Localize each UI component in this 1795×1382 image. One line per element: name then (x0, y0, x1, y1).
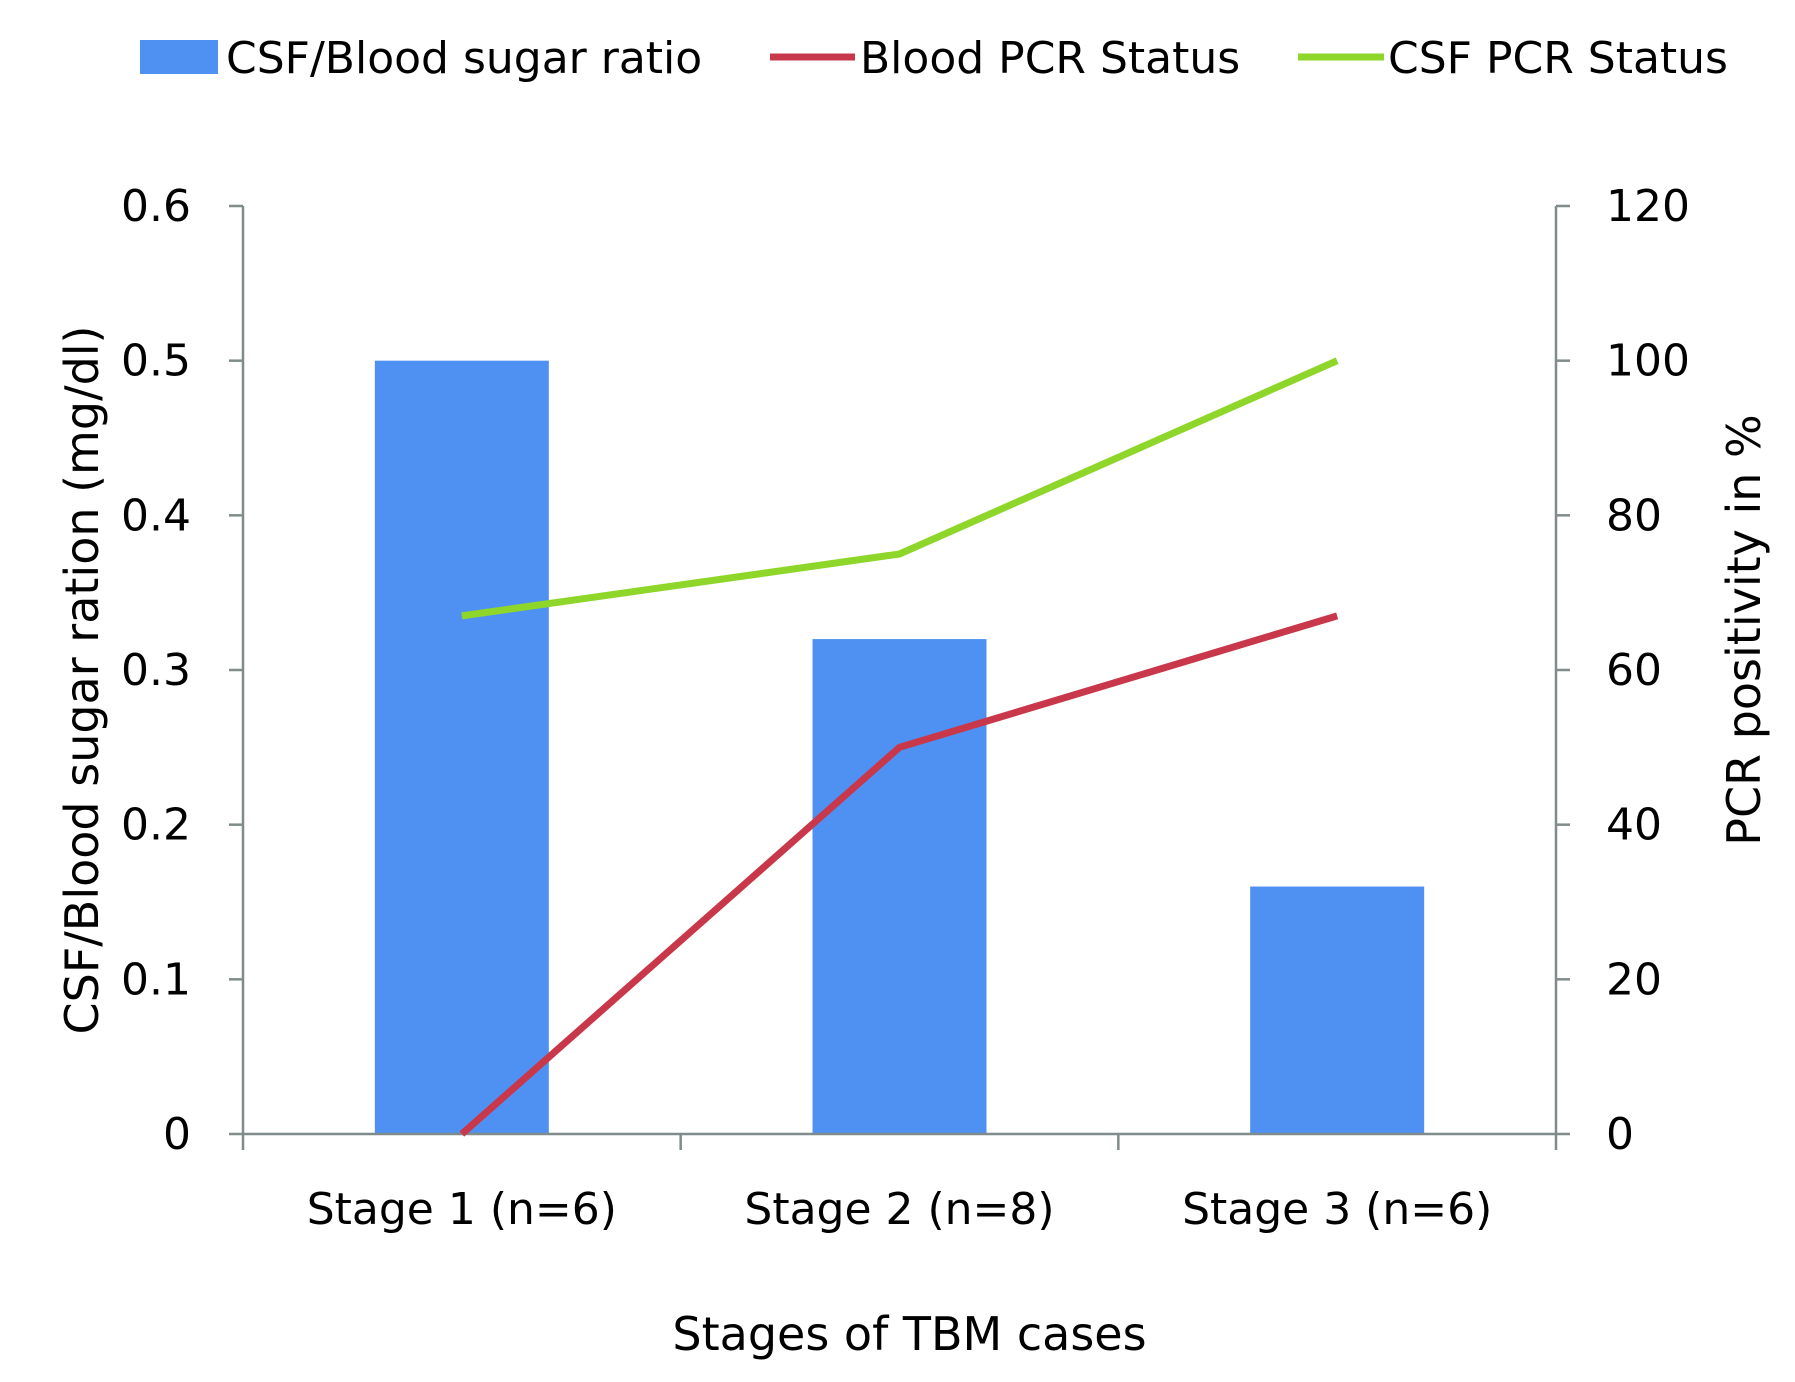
bar-2 (812, 639, 987, 1134)
left-tick-label: 0.4 (121, 490, 191, 541)
bar-3 (1250, 886, 1425, 1134)
line-series (459, 357, 1339, 1137)
left-tick-label: 0.3 (121, 645, 191, 696)
legend-swatch-bar (140, 40, 218, 74)
left-tick-label: 0.5 (121, 336, 191, 387)
x-axis-title: Stages of TBM cases (672, 1307, 1146, 1361)
right-tick-label: 20 (1606, 954, 1662, 1005)
x-tick-label: Stage 2 (n=8) (744, 1184, 1054, 1235)
bar-1 (374, 360, 549, 1135)
legend-label-line-csf: CSF PCR Status (1388, 33, 1728, 84)
right-axis-title: PCR positivity in % (1717, 414, 1771, 846)
x-tick-label: Stage 1 (n=6) (307, 1184, 617, 1235)
right-tick-label: 120 (1606, 181, 1690, 232)
right-tick-label: 0 (1606, 1109, 1634, 1160)
legend: CSF/Blood sugar ratio Blood PCR Status CSF… (140, 33, 1728, 84)
left-tick-label: 0.1 (121, 954, 191, 1005)
legend-label-line-blood: Blood PCR Status (860, 33, 1240, 84)
legend-label-bar: CSF/Blood sugar ratio (226, 33, 702, 84)
axis-labels: 0 0.1 0.2 0.3 0.4 0.5 0.6 0 20 40 60 80 100 120 Stage … (55, 181, 1771, 1361)
right-tick-label: 60 (1606, 645, 1662, 696)
right-tick-label: 40 (1606, 800, 1662, 851)
left-tick-label: 0 (163, 1109, 191, 1160)
left-tick-label: 0.6 (121, 181, 191, 232)
left-axis-title: CSF/Blood sugar ration (mg/dl) (55, 326, 109, 1035)
x-tick-label: Stage 3 (n=6) (1182, 1184, 1492, 1235)
right-tick-label: 100 (1606, 336, 1690, 387)
line-csf-pcr-status (461, 357, 1339, 620)
right-tick-label: 80 (1606, 490, 1662, 541)
bar-series (374, 360, 1425, 1135)
left-tick-label: 0.2 (121, 800, 191, 851)
